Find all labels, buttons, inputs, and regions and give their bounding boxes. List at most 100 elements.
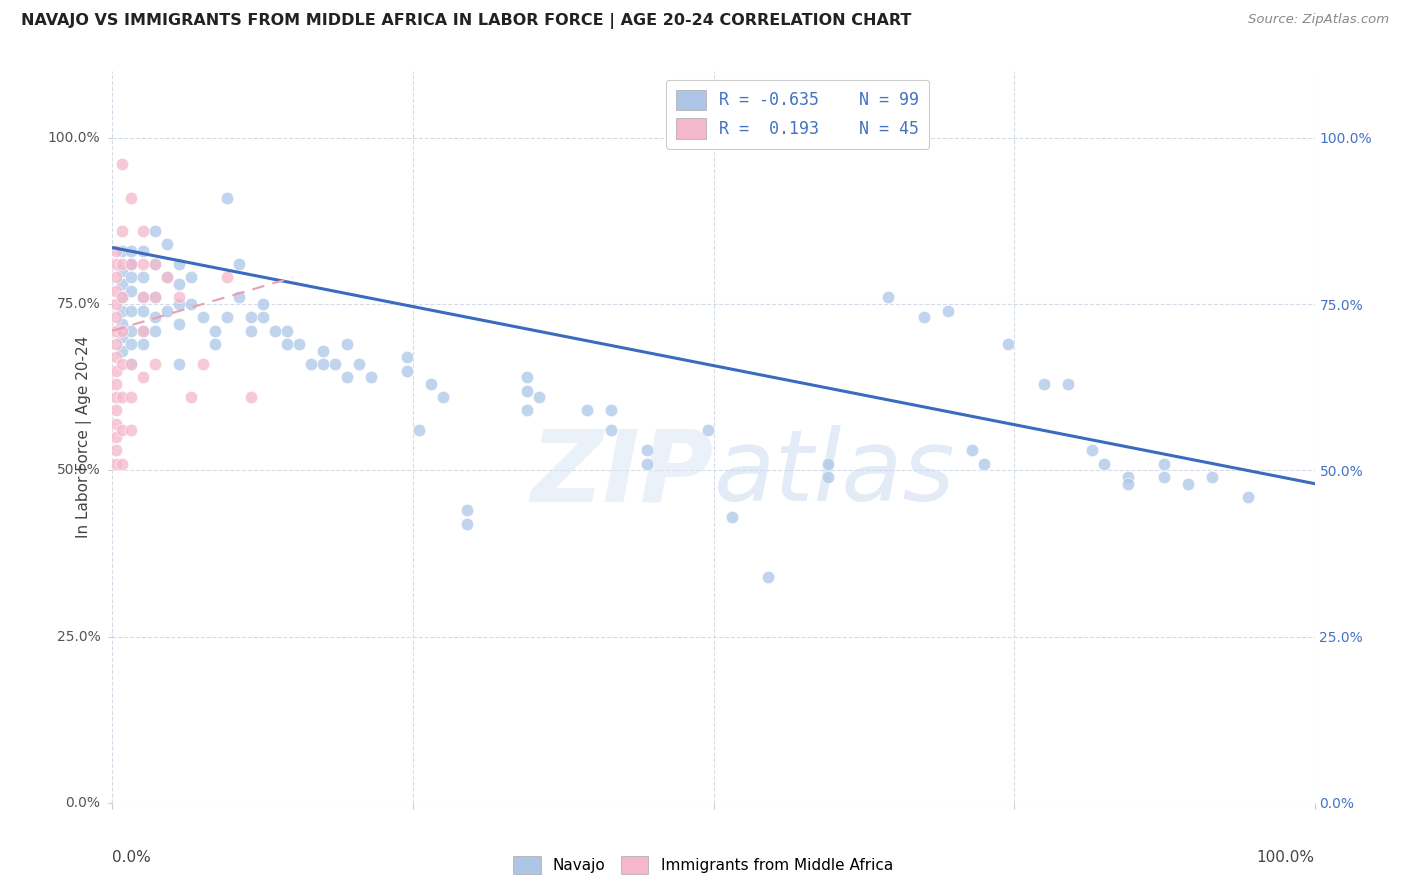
Point [105,430,128,444]
Point [120,257,142,271]
Point [696,424,718,438]
Legend: R = -0.635    N = 99, R =  0.193    N = 45: R = -0.635 N = 99, R = 0.193 N = 45 [666,79,929,149]
Point [1116,470,1139,484]
Text: 50.0%: 50.0% [56,463,100,477]
Point [263,324,285,338]
Point [120,337,142,351]
Point [111,277,134,292]
Point [111,424,134,438]
Point [516,384,538,398]
Point [105,324,128,338]
Point [817,470,839,484]
Point [600,403,623,417]
Point [111,324,134,338]
Point [105,390,128,404]
Point [111,257,134,271]
Point [105,297,128,311]
Point [131,270,153,285]
Point [312,343,335,358]
Point [105,257,128,271]
Point [239,324,262,338]
Text: 25.0%: 25.0% [56,630,100,643]
Point [215,310,238,325]
Text: Source: ZipAtlas.com: Source: ZipAtlas.com [1249,13,1389,27]
Point [120,191,142,205]
Text: NAVAJO VS IMMIGRANTS FROM MIDDLE AFRICA IN LABOR FORCE | AGE 20-24 CORRELATION C: NAVAJO VS IMMIGRANTS FROM MIDDLE AFRICA … [21,13,911,29]
Point [120,424,142,438]
Point [131,324,153,338]
Point [636,457,658,471]
Point [1033,376,1056,391]
Point [155,237,177,252]
Point [252,297,274,311]
Point [1153,470,1175,484]
Text: 0.0%: 0.0% [112,850,152,865]
Point [120,284,142,298]
Point [997,337,1019,351]
Point [105,244,128,258]
Point [180,270,202,285]
Point [120,357,142,371]
Point [105,443,128,458]
Point [131,224,153,238]
Point [167,257,190,271]
Point [131,257,153,271]
Point [111,290,134,304]
Point [120,390,142,404]
Point [143,290,166,304]
Point [143,224,166,238]
Point [111,357,134,371]
Legend: Navajo, Immigrants from Middle Africa: Navajo, Immigrants from Middle Africa [508,850,898,880]
Point [105,337,128,351]
Point [395,351,418,365]
Point [408,424,430,438]
Point [1237,490,1260,504]
Point [143,357,166,371]
Point [105,417,128,431]
Point [120,270,142,285]
Point [936,303,959,318]
Point [105,403,128,417]
Point [215,191,238,205]
Text: atlas: atlas [713,425,955,522]
Point [120,324,142,338]
Point [456,516,478,531]
Point [143,290,166,304]
Point [239,390,262,404]
Point [912,310,935,325]
Point [973,457,995,471]
Point [167,290,190,304]
Point [131,290,153,304]
Point [228,290,250,304]
Point [143,257,166,271]
Point [105,363,128,377]
Point [312,357,335,371]
Point [1116,476,1139,491]
Point [191,310,214,325]
Point [111,290,134,304]
Point [456,503,478,517]
Point [516,403,538,417]
Point [111,264,134,278]
Point [191,357,214,371]
Point [111,457,134,471]
Point [120,244,142,258]
Point [131,337,153,351]
Point [876,290,898,304]
Point [204,324,226,338]
Point [111,157,134,171]
Point [636,443,658,458]
Point [960,443,983,458]
Point [180,297,202,311]
Point [756,570,779,584]
Point [516,370,538,384]
Point [360,370,382,384]
Point [111,317,134,331]
Text: 100.0%: 100.0% [48,131,100,145]
Point [111,390,134,404]
Point [105,284,128,298]
Point [1081,443,1104,458]
Point [600,424,623,438]
Point [105,376,128,391]
Point [143,310,166,325]
